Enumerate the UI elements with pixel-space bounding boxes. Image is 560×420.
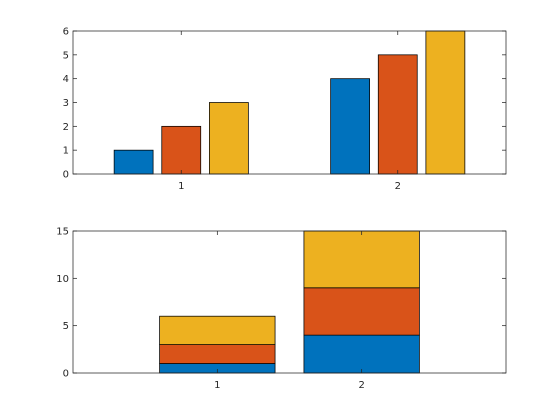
y-tick-label: 3 — [63, 98, 69, 109]
y-tick-label: 5 — [63, 50, 69, 61]
y-tick-label: 0 — [63, 170, 69, 181]
x-tick-label: 1 — [178, 181, 184, 192]
y-tick-label: 0 — [63, 369, 69, 380]
y-tick-label: 4 — [63, 74, 69, 85]
bar-1-cat2-series3 — [425, 30, 466, 175]
stacked-bar-2-cat2-series1 — [303, 334, 420, 374]
y-tick-label: 2 — [63, 122, 69, 133]
x-tick-label: 2 — [395, 181, 401, 192]
stacked-bar-2-cat1-series3 — [159, 315, 276, 345]
bar-1-cat2-series1 — [330, 78, 370, 175]
stacked-bar-2-cat1-series2 — [159, 344, 276, 364]
bar-1-cat1-series3 — [209, 102, 249, 175]
y-tick-label: 6 — [63, 27, 69, 38]
y-tick-label: 1 — [63, 146, 69, 157]
stacked-bar-chart: 0 5 10 15 1 2 — [56, 227, 507, 391]
bar-1-cat1-series2 — [161, 125, 202, 175]
axes-box-2 — [72, 230, 507, 374]
bar-1-cat1-series1 — [113, 149, 154, 175]
grouped-bar-chart: 0 1 2 3 4 5 6 1 2 — [63, 27, 507, 192]
y-tick-label: 5 — [63, 321, 69, 332]
stacked-bar-2-cat2-series2 — [303, 287, 420, 336]
y-tick-label: 10 — [56, 274, 69, 285]
x-tick-label: 1 — [214, 380, 220, 391]
x-tick-label: 2 — [358, 380, 364, 391]
stacked-bar-2-cat2-series3 — [303, 230, 420, 289]
bar-1-cat2-series2 — [377, 54, 418, 175]
y-tick-label: 15 — [56, 227, 69, 238]
